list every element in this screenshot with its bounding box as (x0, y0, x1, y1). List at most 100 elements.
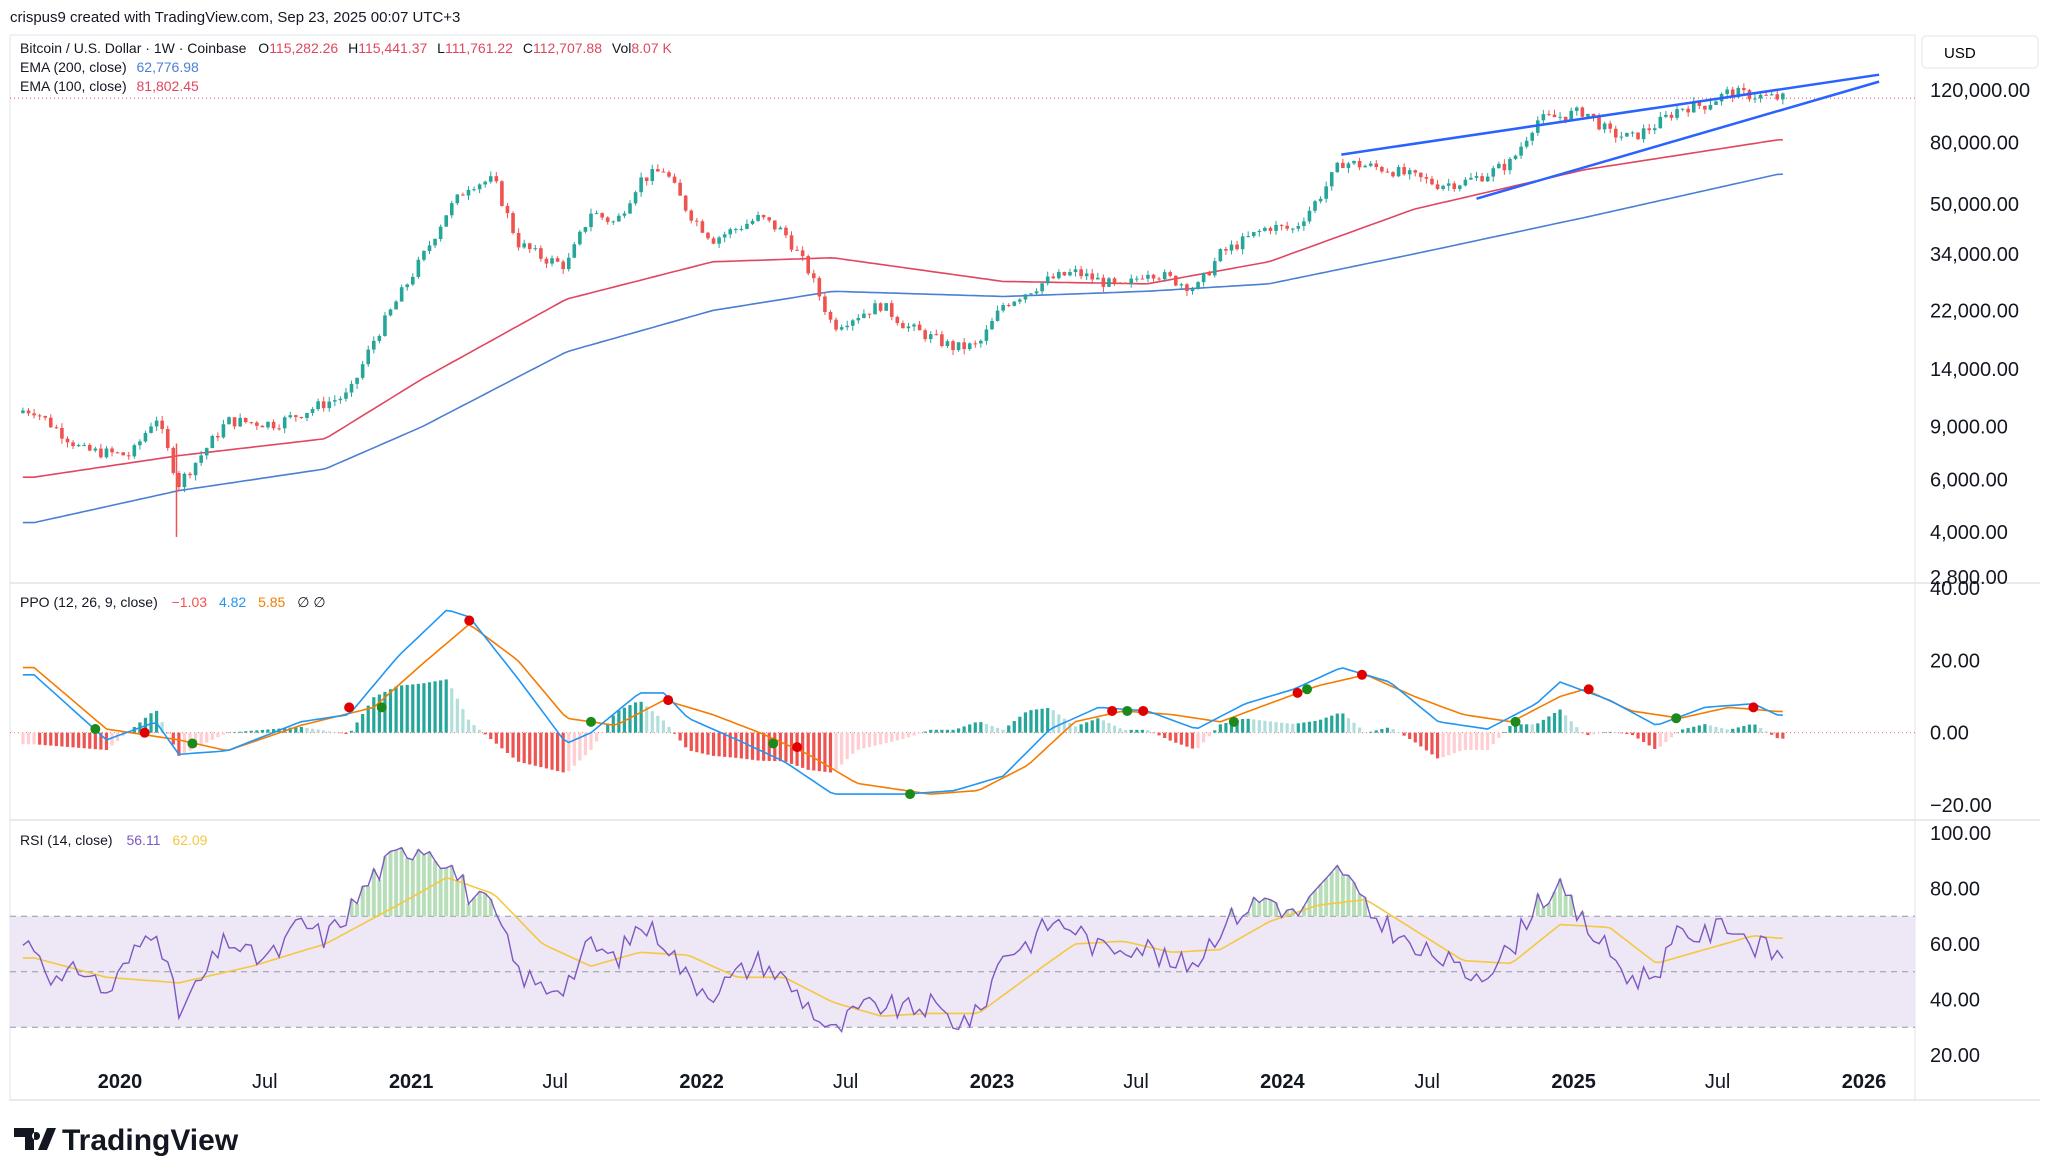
ppo-hist-bar (511, 732, 515, 758)
price-tick-label: 22,000.00 (1930, 300, 2019, 322)
candle (1185, 283, 1189, 297)
candle (444, 215, 449, 227)
ppo-panel[interactable] (10, 609, 1915, 800)
candle (216, 432, 220, 442)
ohlc-l: 111,761.22 (445, 40, 513, 56)
ppo-hist-bar (1112, 725, 1117, 733)
ppo-hist-bar (762, 732, 766, 761)
price-panel[interactable] (10, 73, 1915, 537)
ppo-hist-bar (1101, 720, 1105, 733)
ppo-hist-bar (1168, 732, 1172, 741)
candle (1497, 161, 1501, 169)
ppo-hist-bar (1107, 722, 1111, 733)
ppo-hist-bar (1586, 732, 1590, 736)
rsi-panel[interactable] (10, 846, 1915, 1034)
candle (1084, 268, 1089, 281)
ppo-hist-bar (1491, 732, 1495, 744)
ppo-hist-bar (1324, 717, 1328, 733)
candle (472, 186, 476, 192)
candle (1363, 164, 1367, 168)
ppo-hist-bar (617, 710, 621, 733)
candle (1430, 176, 1434, 186)
candle (811, 269, 816, 283)
candle (21, 407, 25, 414)
candle (266, 421, 270, 430)
candle (722, 231, 727, 243)
time-tick-label: 2026 (1842, 1071, 1887, 1093)
ppo-hist-bar (817, 732, 821, 772)
candle (405, 283, 410, 291)
candle (1446, 178, 1451, 191)
ppo-hist-bar (1625, 732, 1629, 734)
candle (466, 186, 471, 201)
candle (1290, 227, 1295, 234)
ppo-hist-bar (884, 732, 888, 744)
ppo-hist-bar (1118, 728, 1122, 733)
ppo-hist-bar (550, 732, 554, 770)
ppo-hist-bar (639, 701, 643, 733)
ppo-hist-bar (723, 732, 727, 757)
candle (210, 434, 215, 449)
ppo-hist-bar (1675, 732, 1679, 734)
candle (1396, 164, 1401, 178)
wedge-upper-line[interactable] (1341, 73, 1880, 156)
time-tick-label: Jul (833, 1071, 859, 1093)
ppo-hist-bar (578, 732, 582, 761)
ppo-hist-bar (1731, 728, 1735, 733)
candle (1374, 160, 1379, 170)
ema100-line (22, 139, 1783, 478)
candle (1001, 302, 1005, 313)
candle (76, 443, 81, 448)
candle (1781, 92, 1785, 105)
ppo-cross-up-dot (1228, 716, 1239, 727)
candle (1619, 131, 1624, 141)
wedge-lower-line[interactable] (1476, 80, 1880, 200)
ema200-line (22, 173, 1783, 524)
candle (121, 451, 125, 456)
candle (1246, 231, 1250, 238)
ppo-hist-bar (427, 682, 432, 733)
candle (1068, 268, 1072, 277)
ppo-hist-bar (834, 732, 838, 770)
candle (1240, 233, 1245, 255)
ppo-hist-bar (906, 732, 911, 738)
candle (795, 245, 799, 251)
candle (605, 216, 610, 225)
candle (1708, 100, 1713, 111)
ppo-hist-bar (1302, 722, 1306, 733)
ppo-hist-bar (255, 730, 259, 733)
ppo-hist-bar (801, 732, 805, 768)
ppo-hist-bar (1742, 725, 1746, 733)
rsi-line (22, 846, 1784, 1034)
time-tick-label: 2022 (679, 1071, 724, 1093)
candle (789, 231, 794, 253)
candle (878, 302, 883, 313)
time-tick-label: Jul (542, 1071, 568, 1093)
ppo-cross-down-dot (1292, 687, 1303, 698)
ppo-hist-bar (383, 691, 387, 733)
ppo-hist-bar (43, 732, 47, 746)
ppo-hist-bar (166, 732, 170, 734)
ppo-hist-bar (1525, 724, 1529, 733)
ppo-hist-bar (945, 729, 950, 733)
ppo-cross-up-dot (1122, 705, 1133, 716)
ppo-hist-bar (505, 732, 510, 753)
candle (990, 317, 994, 330)
price-tick-label: 34,000.00 (1930, 244, 2019, 266)
ppo-hist-bar (1569, 721, 1573, 733)
ppo-hist-bar (472, 725, 476, 733)
ppo-hist-bar (667, 726, 671, 733)
candle (271, 419, 276, 431)
ppo-hist-bar (1207, 732, 1211, 737)
candle (539, 245, 543, 262)
ppo-hist-bar (244, 731, 248, 733)
ppo-hist-bar (695, 732, 699, 753)
ppo-hist-bar (572, 732, 576, 766)
candle (1502, 159, 1507, 175)
ppo-hist-bar (561, 732, 565, 773)
candle (299, 416, 304, 419)
ppo-hist-bar (1073, 726, 1078, 733)
currency-box[interactable] (1921, 35, 2039, 69)
ppo-hist-bar (88, 732, 92, 749)
